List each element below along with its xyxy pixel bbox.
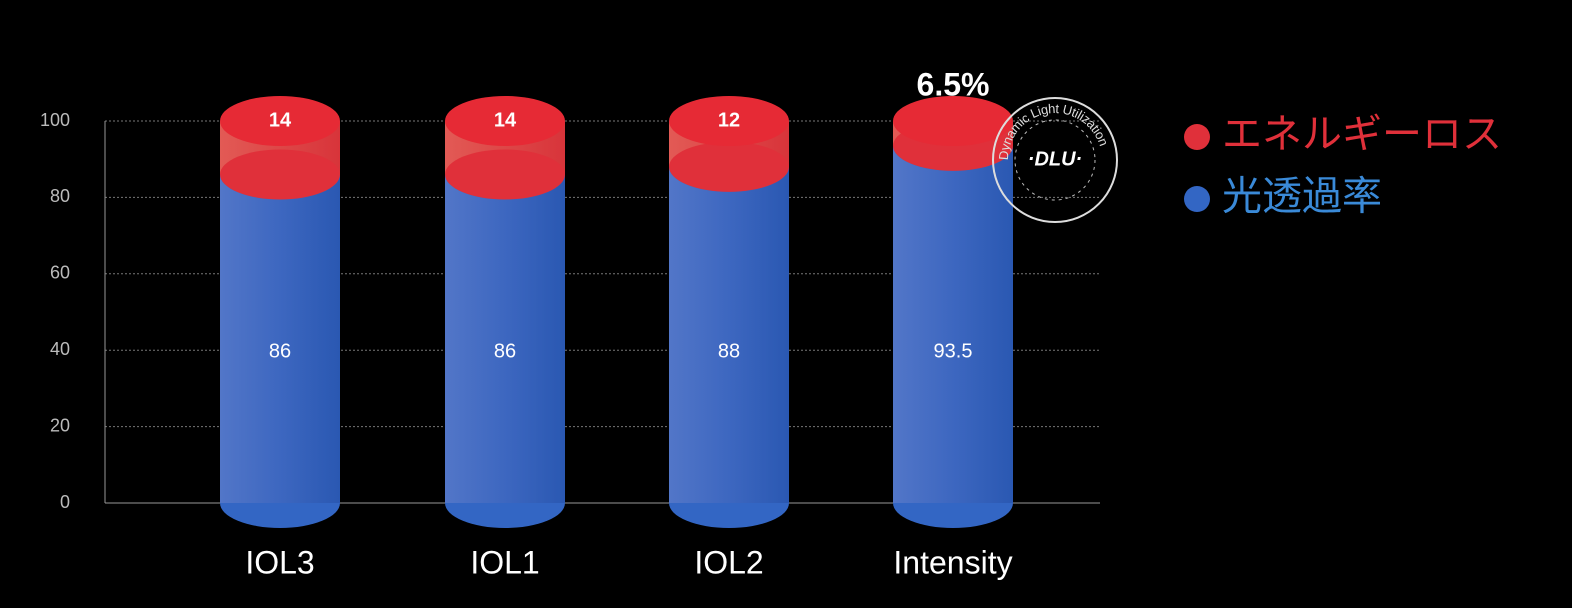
y-tick-label: 80 [50, 186, 70, 206]
segment-bottom [669, 141, 789, 192]
x-tick-label: IOL2 [694, 544, 763, 580]
value-label: 93.5 [934, 340, 973, 362]
value-label: 86 [269, 340, 291, 362]
y-tick-label: 20 [50, 415, 70, 435]
x-tick-label: IOL3 [245, 544, 314, 580]
y-tick-label: 60 [50, 263, 70, 283]
stamp-inner-ring [1014, 119, 1096, 201]
legend-label: エネルギーロス [1222, 113, 1502, 157]
cylinder-segment [669, 166, 789, 503]
segment-top [893, 96, 1013, 146]
x-tick-label: IOL1 [470, 544, 539, 580]
legend-marker [1184, 186, 1210, 212]
legend-label: 光透過率 [1222, 175, 1382, 219]
y-tick-label: 0 [60, 492, 70, 512]
value-label: 6.5% [917, 66, 990, 102]
segment-bottom [445, 149, 565, 200]
value-label: 88 [718, 340, 740, 362]
value-label: 14 [494, 109, 517, 131]
stamp-label: ·DLU· [1028, 148, 1082, 170]
segment-top [220, 96, 340, 146]
value-label: 14 [269, 109, 292, 131]
value-label: 12 [718, 109, 740, 131]
x-tick-label: Intensity [893, 544, 1012, 580]
stamp-ring [992, 97, 1118, 223]
cylinder-segment [445, 174, 565, 504]
cylinder-segment [893, 145, 1013, 503]
segment-top [669, 96, 789, 146]
y-tick-label: 100 [40, 110, 70, 130]
value-label: 86 [494, 340, 516, 362]
legend-marker [1184, 124, 1210, 150]
y-tick-label: 40 [50, 339, 70, 359]
segment-bottom [220, 149, 340, 200]
segment-top [445, 96, 565, 146]
cylinder-segment [220, 174, 340, 504]
